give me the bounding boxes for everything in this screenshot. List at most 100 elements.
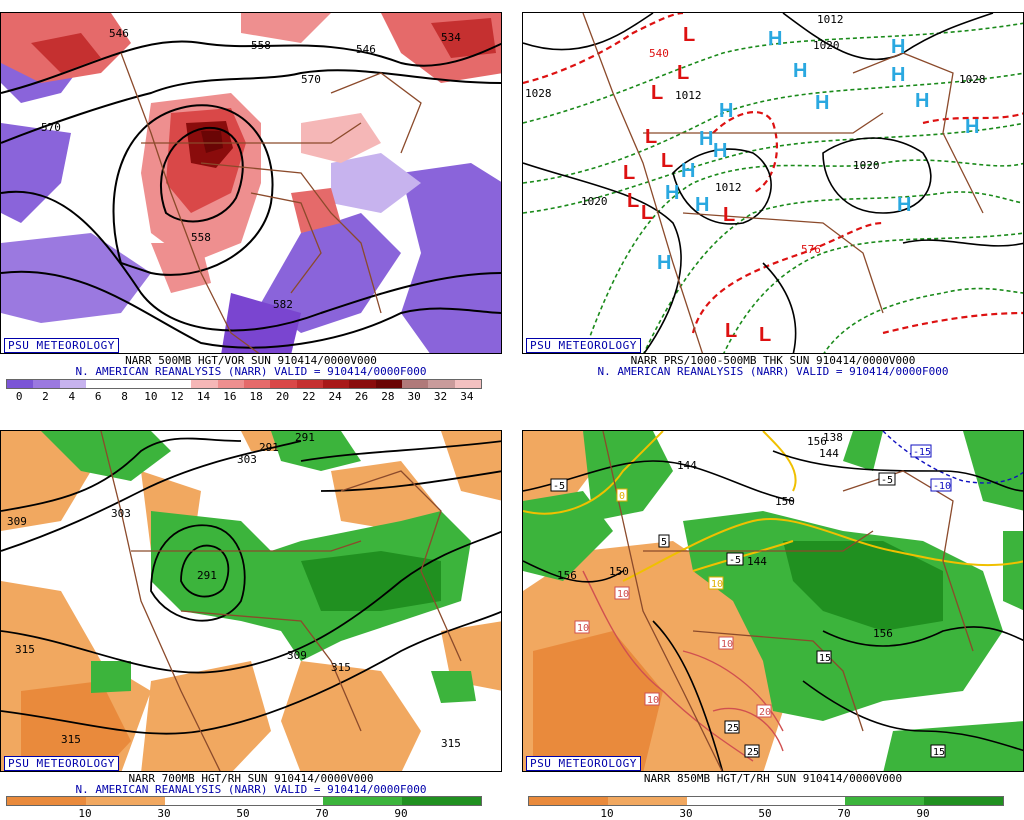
psu-meteorology-label: PSU METEOROLOGY xyxy=(526,756,641,771)
contour-label: 546 xyxy=(109,27,129,40)
scale-label: 12 xyxy=(170,390,184,403)
psu-meteorology-label: PSU METEOROLOGY xyxy=(526,338,641,353)
pressure-map: H H H H H H H H H H H H H H H L L L L L xyxy=(522,12,1024,354)
contour-label: 1020 xyxy=(853,159,880,172)
contour-label: 315 xyxy=(15,643,35,656)
scale-label: 6 xyxy=(94,390,102,403)
high-pressure-symbol: H xyxy=(713,140,727,162)
contour-label: 291 xyxy=(259,441,279,454)
contour-label: 1012 xyxy=(715,181,742,194)
contour-label: 1020 xyxy=(813,39,840,52)
colorbar-segment xyxy=(112,380,139,388)
colorbar-segment xyxy=(7,380,34,388)
panel-title: NARR 850MB HGT/T/RH SUN 910414/0000V000 xyxy=(643,772,903,785)
contour-label: 144 xyxy=(747,555,767,568)
contour-label: 570 xyxy=(301,73,321,86)
scale-label: 2 xyxy=(42,390,49,403)
scale-label: 70 xyxy=(315,807,329,820)
high-pressure-symbol: H xyxy=(665,182,679,204)
psu-meteorology-label: PSU METEOROLOGY xyxy=(4,756,119,771)
colorbar-segment xyxy=(322,380,350,388)
contour-label: 1012 xyxy=(817,13,844,26)
contour-label: 1028 xyxy=(525,87,552,100)
temperature-label: 15 xyxy=(819,653,831,664)
high-pressure-symbol: H xyxy=(699,128,713,150)
panel-subtitle: N. AMERICAN REANALYSIS (NARR) VALID = 91… xyxy=(75,783,427,796)
contour-label: 156 xyxy=(873,627,893,640)
contour-label: 138 xyxy=(823,431,843,444)
colorbar-segment xyxy=(428,380,455,388)
temperature-label: 25 xyxy=(727,723,739,734)
contour-label: 150 xyxy=(775,495,795,508)
scale-label: 70 xyxy=(837,807,851,820)
contour-label: 144 xyxy=(677,459,697,472)
low-pressure-symbol: L xyxy=(645,126,657,148)
panel-title: NARR 700MB HGT/RH SUN 910414/0000V000 xyxy=(128,772,374,785)
psu-meteorology-label: PSU METEOROLOGY xyxy=(4,338,119,353)
high-pressure-symbol: H xyxy=(815,92,829,114)
contour-label: 291 xyxy=(295,431,315,444)
low-pressure-symbol: L xyxy=(623,162,635,184)
low-pressure-symbol: L xyxy=(723,204,735,226)
scale-label: 26 xyxy=(354,390,369,403)
scale-label: 4 xyxy=(68,390,76,403)
vorticity-map: 546 558 546 570 570 582 558 534 xyxy=(0,12,502,354)
high-pressure-symbol: H xyxy=(681,160,695,182)
colorbar-segment xyxy=(33,380,60,388)
contour-label: 309 xyxy=(7,515,27,528)
low-pressure-symbol: L xyxy=(627,190,639,212)
contour-label: 576 xyxy=(801,243,821,256)
panel-pressure-thickness: H H H H H H H H H H H H H H H L L L L L xyxy=(522,12,1024,404)
colorbar-segment xyxy=(296,380,323,388)
temperature-label: 25 xyxy=(747,747,759,758)
contour-label: 309 xyxy=(287,649,307,662)
scale-label: 34 xyxy=(460,390,474,403)
contour-label: 1028 xyxy=(959,73,986,86)
contour-label: 582 xyxy=(273,298,293,311)
temperature-label: 10 xyxy=(647,695,659,706)
temperature-label: 5 xyxy=(661,537,667,548)
rh-scale-labels: 10 30 50 70 90 xyxy=(6,807,480,820)
vorticity-colorbar xyxy=(6,379,482,389)
high-pressure-symbol: H xyxy=(657,252,671,274)
contour-label: 315 xyxy=(331,661,351,674)
high-pressure-symbol: H xyxy=(891,64,905,86)
scale-label: 0 xyxy=(15,390,23,403)
low-pressure-symbol: L xyxy=(759,324,771,346)
scale-label: 10 xyxy=(78,807,92,820)
contour-label: 150 xyxy=(609,565,629,578)
panel-subtitle: N. AMERICAN REANALYSIS (NARR) VALID = 91… xyxy=(597,365,949,378)
colorbar-segment xyxy=(164,380,192,388)
temperature-label: 15 xyxy=(933,747,945,758)
colorbar-segment xyxy=(138,380,165,388)
panel-title: NARR PRS/1000-500MB THK SUN 910414/0000V… xyxy=(630,354,916,367)
temperature-label: -5 xyxy=(881,475,893,486)
scale-label: 90 xyxy=(916,807,930,820)
low-pressure-symbol: L xyxy=(677,62,689,84)
contour-label: 558 xyxy=(251,39,271,52)
scale-label: 8 xyxy=(121,390,128,403)
temperature-label: 10 xyxy=(577,623,589,634)
high-pressure-symbol: H xyxy=(768,28,782,50)
scale-label: 50 xyxy=(236,807,250,820)
scale-label: 16 xyxy=(223,390,237,403)
panel-subtitle: N. AMERICAN REANALYSIS (NARR) VALID = 91… xyxy=(75,365,427,378)
contour-label: 1020 xyxy=(581,195,608,208)
contour-label: 303 xyxy=(111,507,131,520)
contour-label: 156 xyxy=(557,569,577,582)
panel-title: NARR 500MB HGT/VOR SUN 910414/0000V000 xyxy=(125,354,377,367)
contour-label: 1012 xyxy=(675,89,702,102)
contour-label: 315 xyxy=(441,737,461,750)
colorbar-segment xyxy=(401,380,429,388)
colorbar-segment xyxy=(349,380,376,388)
scale-label: 20 xyxy=(275,390,290,403)
rh700-map: 291 303 291 309 303 291 315 309 315 315 … xyxy=(0,430,502,772)
low-pressure-symbol: L xyxy=(641,202,653,224)
high-pressure-symbol: H xyxy=(719,100,733,122)
high-pressure-symbol: H xyxy=(793,60,807,82)
contour-label: 540 xyxy=(649,47,669,60)
temperature-label: -5 xyxy=(729,555,741,566)
scale-label: 22 xyxy=(302,390,316,403)
temperature-label: 10 xyxy=(711,579,723,590)
low-pressure-symbol: L xyxy=(661,150,673,172)
